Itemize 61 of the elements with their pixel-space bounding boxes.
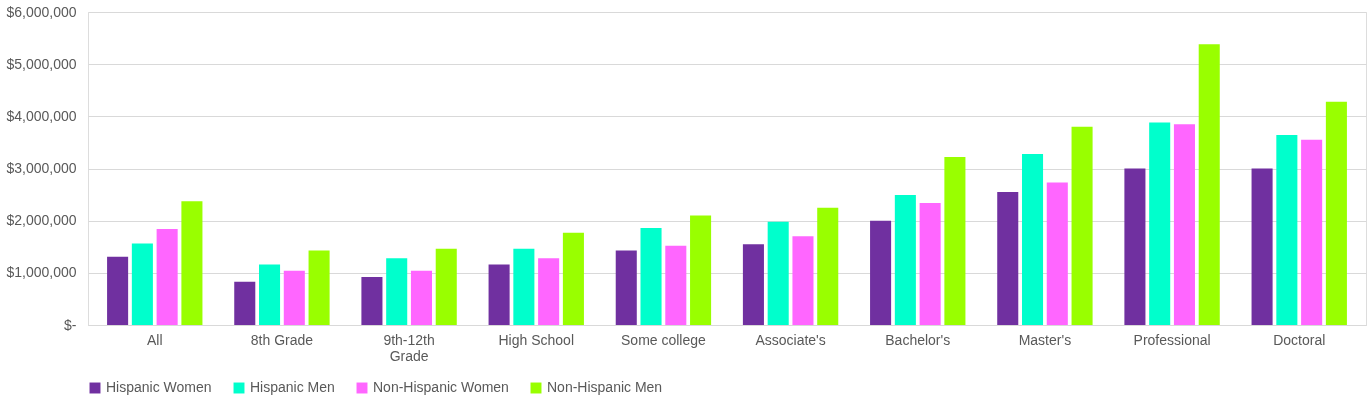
bar [131,243,153,325]
bar [665,245,687,325]
x-tick-label: Master's [1018,331,1072,348]
bar [1149,122,1171,325]
bar [361,277,383,325]
bar [1325,101,1347,325]
bar [562,232,584,325]
bar [919,202,941,325]
y-tick-label: $1,000,000 [6,264,77,281]
bar [690,215,712,325]
x-tick-label: Professional [1133,331,1211,348]
bar [1173,124,1195,325]
bar [1276,135,1298,325]
bar [283,270,305,325]
bar [259,264,281,325]
bar [1071,126,1093,325]
legend-label: Hispanic Men [250,379,335,395]
y-tick-label: $3,000,000 [6,160,77,176]
bar [640,227,662,325]
y-tick-label: $6,000,000 [6,3,77,20]
bar [894,195,916,325]
bar [107,256,129,325]
y-tick-label: $5,000,000 [6,55,77,72]
bar [1251,168,1273,325]
y-tick-label: $4,000,000 [6,107,77,124]
x-tick-label: Some college [621,331,707,348]
x-tick-label: 9th-12th Grade [383,331,435,364]
bar [1124,168,1146,325]
bar [997,191,1019,325]
x-tick-label: 8th Grade [250,331,314,348]
x-tick-label: All [146,331,163,348]
bar [817,207,839,325]
bar [1301,139,1323,325]
bar [410,270,432,325]
bar [742,244,764,325]
bar [615,250,637,325]
bar [156,229,178,325]
bar [1198,44,1220,325]
bar [386,258,408,325]
x-tick-label: Bachelor's [885,331,951,348]
bar [513,248,535,325]
x-tick-label: Doctoral [1273,331,1326,348]
legend-label: Non-Hispanic Men [547,379,663,395]
bar [767,221,789,325]
legend-label: Non-Hispanic Women [373,379,509,395]
legend-label: Hispanic Women [106,379,212,395]
bar [538,258,560,325]
y-tick-label: $2,000,000 [6,212,77,229]
bar [944,157,966,325]
bar [1022,153,1044,325]
bar [1046,182,1068,325]
bar [870,220,892,325]
bar [308,250,330,325]
x-tick-label: High School [498,331,574,348]
bar [488,264,510,325]
bar [234,281,256,325]
x-tick-label: Associate's [755,331,826,348]
y-tick-label: $- [64,316,77,333]
bar [435,248,457,325]
bar [181,201,203,325]
bar [792,236,814,325]
